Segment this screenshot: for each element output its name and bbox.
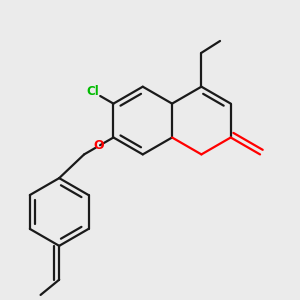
Text: O: O bbox=[94, 140, 104, 152]
Text: Cl: Cl bbox=[86, 85, 99, 98]
